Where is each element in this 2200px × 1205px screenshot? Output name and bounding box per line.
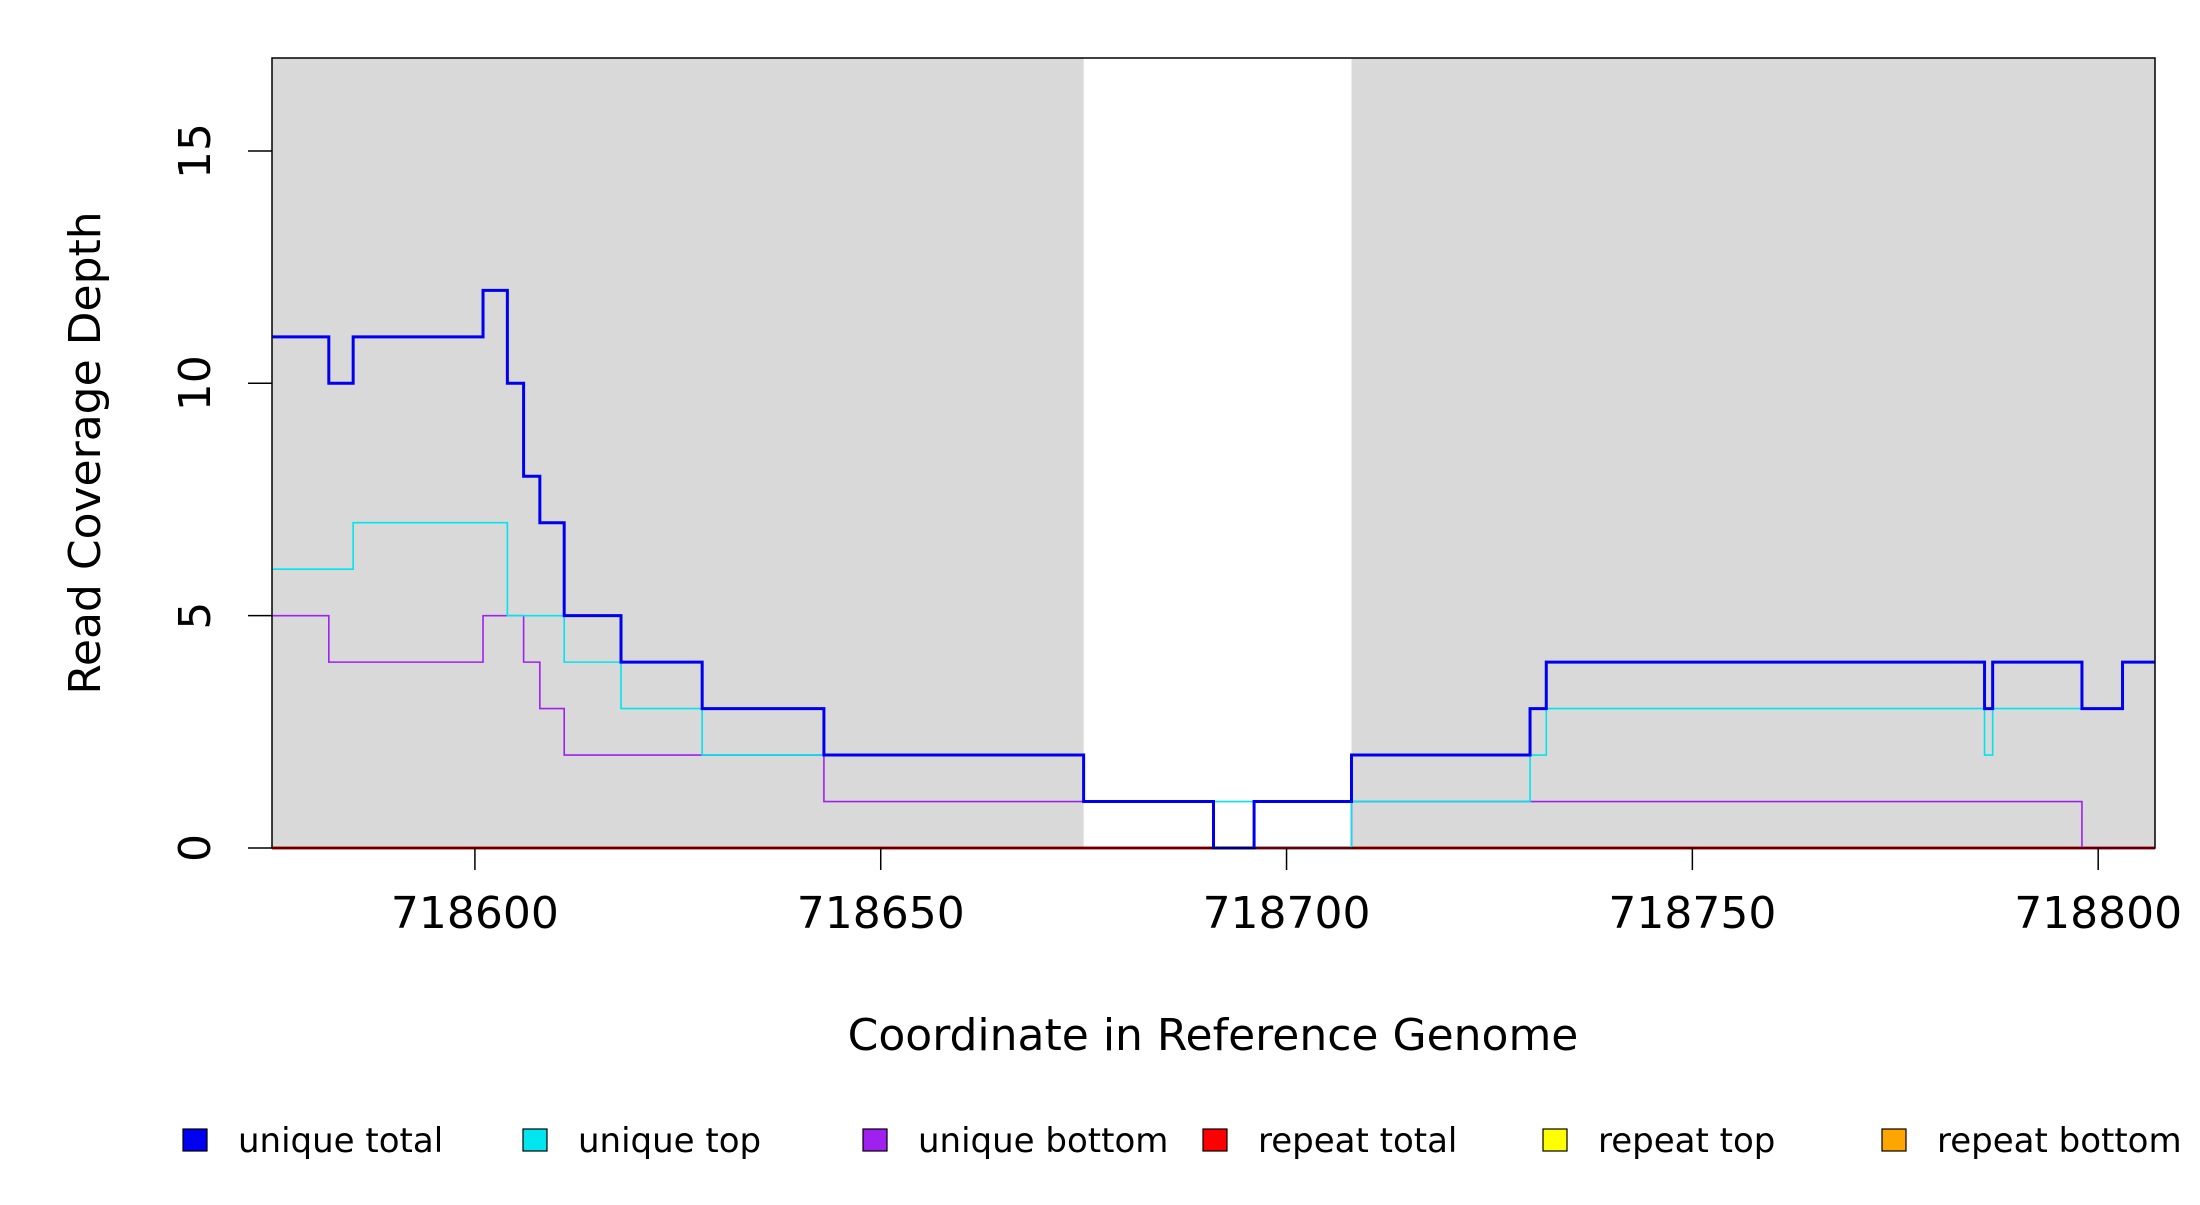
y-axis-title: Read Coverage Depth: [60, 211, 111, 694]
legend-label: repeat total: [1258, 1121, 1457, 1161]
y-tick-label: 5: [170, 602, 221, 630]
legend-item-repeat-bottom: repeat bottom: [1881, 1121, 2182, 1161]
plot-frame: [271, 57, 2156, 849]
y-tick-label: 0: [170, 834, 221, 862]
legend-swatch: [1881, 1128, 1907, 1152]
legend-item-unique-total: unique total: [182, 1121, 443, 1161]
plot-background: [272, 58, 2155, 848]
legend-label: unique total: [238, 1121, 443, 1161]
legend-item-repeat-total: repeat total: [1202, 1121, 1457, 1161]
x-tick-label: 718600: [391, 888, 559, 939]
series-line-unique-total: [272, 288, 2155, 850]
highlight-region: [1083, 58, 1352, 848]
legend-item-unique-top: unique top: [522, 1121, 761, 1161]
legend-swatch: [1542, 1128, 1568, 1152]
x-axis-title: Coordinate in Reference Genome: [848, 1010, 1579, 1061]
y-axis: 0 5 10 15: [170, 123, 272, 862]
x-axis: 718600 718650 718700 718750 718800: [391, 848, 2182, 939]
legend-swatch: [522, 1128, 548, 1152]
y-tick-label: 15: [170, 123, 221, 179]
legend-swatch: [862, 1128, 888, 1152]
x-tick-label: 718800: [2014, 888, 2182, 939]
x-tick-label: 718650: [797, 888, 965, 939]
legend-label: unique top: [578, 1121, 761, 1161]
legend-swatch: [182, 1128, 208, 1152]
legend: unique total unique top unique bottom repea…: [182, 1121, 2182, 1161]
legend-item-unique-bottom: unique bottom: [862, 1121, 1168, 1161]
legend-label: repeat bottom: [1937, 1121, 2182, 1161]
x-tick-label: 718700: [1203, 888, 1371, 939]
y-tick-label: 10: [170, 355, 221, 411]
legend-label: repeat top: [1598, 1121, 1775, 1161]
legend-item-repeat-top: repeat top: [1542, 1121, 1775, 1161]
x-tick-label: 718750: [1608, 888, 1776, 939]
legend-swatch: [1202, 1128, 1228, 1152]
legend-label: unique bottom: [918, 1121, 1168, 1161]
